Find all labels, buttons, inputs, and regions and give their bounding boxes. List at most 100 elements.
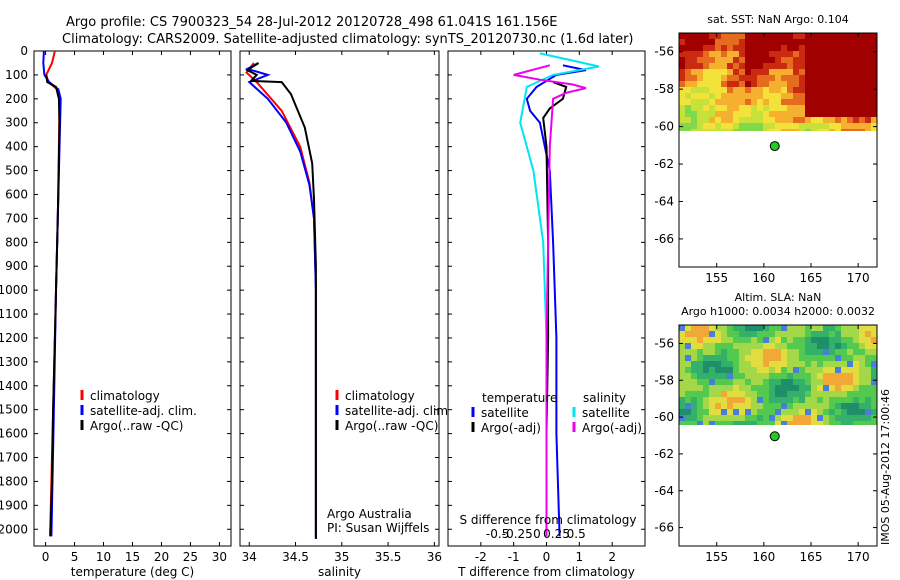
map-cell [685,361,691,367]
map-cell [727,361,733,367]
map-cell [721,349,727,355]
map-cell [697,373,703,379]
map-cell [823,51,829,57]
map-cell [679,45,685,51]
map-cell [793,343,799,349]
map-cell [859,355,865,361]
map-cell [715,349,721,355]
map-cell [745,349,751,355]
map-cell [685,57,691,63]
map-cell [835,337,841,343]
map-cell [853,361,859,367]
map-cell [739,63,745,69]
map-cell [847,33,853,39]
map-cell [823,123,829,129]
map-cell [679,123,685,129]
secondary-x-tick-label: 0.25 [543,527,570,541]
map-cell [739,343,745,349]
map-cell [739,373,745,379]
map-cell [715,69,721,75]
map-cell [751,385,757,391]
map-cell [859,45,865,51]
map-cell [721,343,727,349]
map-cell [781,415,787,421]
map-cell [769,421,775,425]
map-cell [757,87,763,93]
map-cell [835,63,841,69]
map-cell [835,355,841,361]
map-cell [697,33,703,39]
map-cell [835,403,841,409]
map-cell [793,87,799,93]
map-cell [853,45,859,51]
map-cell [871,391,877,397]
map-cell [793,367,799,373]
map-cell [829,415,835,421]
map-cell [709,117,715,123]
map-cell [751,421,757,425]
map-cell [751,117,757,123]
map-cell [853,385,859,391]
map-cell [769,99,775,105]
map-cell [763,105,769,111]
map-cell [853,117,859,123]
map-cell [787,349,793,355]
map-cell [691,105,697,111]
map-cell [715,45,721,51]
map-cell [811,117,817,123]
map-cell [871,33,877,39]
map-cell [871,373,877,379]
map-cell [781,385,787,391]
map-cell [769,403,775,409]
map-cell [685,123,691,129]
map-cell [685,331,691,337]
map-cell [811,39,817,45]
map-cell [793,415,799,421]
map-cell [787,63,793,69]
map-cell [691,403,697,409]
map-cell [829,57,835,63]
map-cell [847,367,853,373]
y-tick-label: 500 [5,164,28,178]
map-cell [799,39,805,45]
map-cell [835,51,841,57]
map-cell [751,391,757,397]
map-cell [871,379,877,385]
map-cell [721,129,727,131]
map-cell [739,81,745,87]
legend-label: Argo(..raw -QC) [345,419,438,433]
map-cell [787,397,793,403]
y-tick-label: -56 [654,336,674,350]
map-cell [817,397,823,403]
map-cell [739,87,745,93]
map-cell [871,93,877,99]
map-cell [721,421,727,425]
map-cell [715,81,721,87]
map-cell [817,385,823,391]
map-cell [793,331,799,337]
map-cell [739,409,745,415]
map-cell [847,337,853,343]
map-cell [811,331,817,337]
map-cell [715,409,721,415]
map-cell [811,337,817,343]
map-cell [853,111,859,117]
map-cell [739,129,745,131]
map-cell [703,415,709,421]
map-cell [835,99,841,105]
map-cell [691,69,697,75]
map-cell [745,105,751,111]
map-cell [697,39,703,45]
map-cell [823,343,829,349]
map-cell [751,325,757,331]
x-axis-label: salinity [318,565,361,579]
map-cell [847,75,853,81]
map-cell [721,87,727,93]
map-cell [817,111,823,117]
map-cell [817,117,823,123]
map-cell [691,99,697,105]
map-cell [793,81,799,87]
map-cell [763,69,769,75]
map-cell [847,51,853,57]
y-tick-label: 1000 [0,283,28,297]
